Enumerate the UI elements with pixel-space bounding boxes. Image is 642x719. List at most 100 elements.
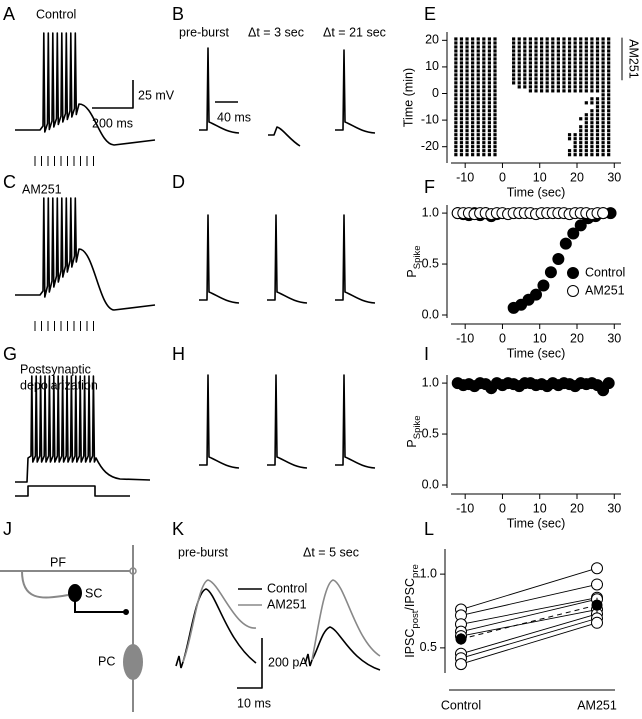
spike-dot [601,41,605,45]
spike-dot [607,85,611,89]
spike-dot [487,149,492,153]
spike-dot [545,57,549,61]
spike-dot [482,45,486,49]
spike-dot [493,149,497,153]
trace [175,588,257,669]
spike-dot [545,41,549,45]
spike-dot [584,133,588,137]
spike-dot [454,97,458,101]
spike-dot [487,137,492,141]
spike-dot [567,57,572,61]
y-tick-label: 1.0 [420,566,437,580]
spike-dot [607,153,611,157]
spike-dot [584,89,588,93]
spike-dot [539,53,544,57]
spike-dot [476,149,480,153]
spike-dot [545,89,549,93]
spike-dot [471,89,475,93]
spike-dot [539,81,544,85]
spike-dot [471,57,475,61]
x-axis-label: Time (sec) [507,346,566,360]
annotation: Δt = 3 sec [248,25,304,39]
spike-dot [545,65,549,69]
spike-dot [482,77,486,81]
point [530,288,542,301]
spike-dot [584,145,588,149]
spike-dot [551,57,555,61]
spike-dot [539,49,544,53]
spike-dot [493,77,497,81]
spike-dot [459,153,464,157]
spike-dot [590,85,594,89]
spike-dot [512,41,516,45]
spike-dot [459,101,464,105]
spike-dot [482,81,486,85]
spike-dot [595,89,600,93]
spike-dot [579,73,583,77]
scale-bar [92,80,134,109]
spike-dot [493,129,497,133]
spike-dot [579,141,583,145]
spike-dot [482,69,486,73]
x-tick-label: 30 [607,170,621,184]
spike-dot [517,65,521,69]
spike-dot [528,65,533,69]
spike-dot [545,49,549,53]
spike-dot [476,61,480,65]
spike-dot [556,89,560,93]
spike-dot [601,97,605,101]
spike-dot [573,41,577,45]
spike-dot [601,93,605,97]
spike-dot [601,129,605,133]
spike-dot [584,81,588,85]
annotation: 200 pA [268,655,308,669]
spike-dot [493,69,497,73]
spike-dot [493,53,497,57]
spike-dot [601,37,605,41]
spike-dot [590,145,594,149]
spike-dot [595,149,600,153]
spike-dot [454,45,458,49]
y-tick-label: 0.0 [422,307,439,321]
label-part: post [410,610,421,628]
x-tick-label: 0 [499,170,506,184]
spike-dot [476,85,480,89]
spike-dot [556,41,560,45]
spike-dot [551,61,555,65]
y-axis-label: IPSCpost/IPSCpre [403,564,420,658]
spike-dot [584,53,588,57]
spike-dot [607,77,611,81]
spike-dot [454,77,458,81]
spike-dot [545,73,549,77]
spike-dot [459,133,464,137]
spike-dot [454,101,458,105]
annotation: SC [85,586,102,600]
x-tick-label: -10 [456,331,474,345]
spike-dot [539,85,544,89]
spike-dot [493,141,497,145]
mean-point [455,633,467,645]
spike-dot [465,113,469,117]
spike-dot [482,57,486,61]
spike-dot [523,45,527,49]
spike-dot [465,153,469,157]
spike-dot [523,77,527,81]
spike-dot [601,77,605,81]
spike-dot [573,81,577,85]
spike-dot [584,77,588,81]
panel-label: K [172,519,184,539]
spike-dot [579,133,583,137]
point [567,227,580,240]
spike-dot [493,153,497,157]
annotation: pre-burst [178,545,229,559]
legend-label: AM251 [585,283,625,297]
spike-dot [607,49,611,53]
spike-dot [590,125,594,129]
annotation: pre-burst [179,25,230,39]
spike-dot [476,93,480,97]
annotation: 200 ms [92,116,133,130]
spike-dot [528,37,533,41]
spike-dot [471,149,475,153]
spike-dot [493,93,497,97]
spike-dot [579,145,583,149]
